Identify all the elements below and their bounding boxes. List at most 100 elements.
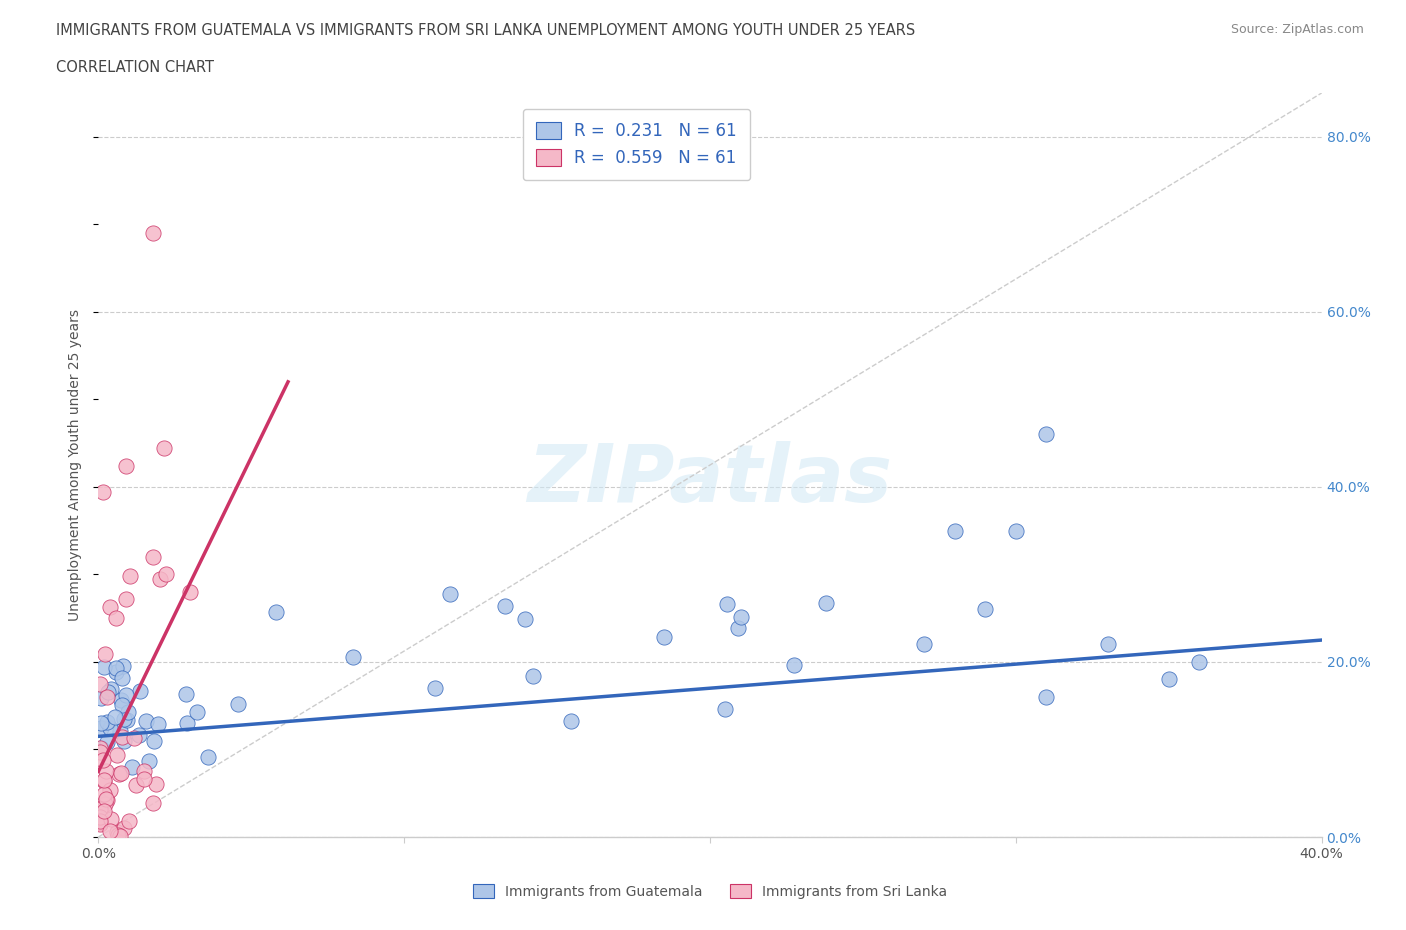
Point — [146, 716, 169, 731]
Point — [143, 734, 166, 749]
Point — [94, 791, 117, 806]
Point — [515, 612, 537, 627]
Point — [96, 735, 118, 750]
Point — [494, 599, 516, 614]
Point — [943, 524, 966, 538]
Point — [94, 796, 117, 811]
Point — [94, 646, 117, 661]
Point — [93, 659, 115, 674]
Point — [179, 584, 201, 599]
Point — [1004, 524, 1026, 538]
Point — [912, 637, 935, 652]
Point — [974, 602, 997, 617]
Point — [100, 682, 122, 697]
Point — [114, 591, 136, 606]
Point — [117, 704, 139, 719]
Point — [342, 649, 364, 664]
Point — [98, 721, 121, 736]
Point — [98, 824, 121, 839]
Point — [90, 716, 112, 731]
Legend: Immigrants from Guatemala, Immigrants from Sri Lanka: Immigrants from Guatemala, Immigrants fr… — [467, 879, 953, 905]
Point — [727, 620, 749, 635]
Point — [90, 740, 112, 755]
Point — [111, 671, 134, 685]
Point — [90, 721, 112, 736]
Point — [96, 764, 118, 778]
Point — [89, 802, 111, 817]
Point — [108, 766, 131, 781]
Point — [118, 814, 141, 829]
Point — [197, 750, 219, 764]
Point — [1188, 655, 1211, 670]
Point — [89, 814, 111, 829]
Point — [176, 686, 198, 701]
Point — [89, 741, 111, 756]
Point — [142, 550, 165, 565]
Text: Source: ZipAtlas.com: Source: ZipAtlas.com — [1230, 23, 1364, 36]
Point — [228, 697, 250, 711]
Point — [89, 817, 111, 831]
Point — [89, 745, 111, 760]
Point — [110, 765, 132, 780]
Point — [121, 760, 143, 775]
Point — [423, 681, 446, 696]
Text: CORRELATION CHART: CORRELATION CHART — [56, 60, 214, 75]
Point — [716, 596, 738, 611]
Point — [104, 660, 127, 675]
Point — [93, 774, 115, 789]
Point — [89, 816, 111, 830]
Point — [115, 458, 138, 473]
Point — [96, 690, 118, 705]
Point — [115, 712, 138, 727]
Point — [1157, 672, 1180, 687]
Point — [155, 567, 177, 582]
Y-axis label: Unemployment Among Youth under 25 years: Unemployment Among Youth under 25 years — [69, 309, 83, 621]
Point — [112, 658, 135, 673]
Point — [122, 730, 145, 745]
Point — [98, 599, 121, 614]
Point — [134, 772, 156, 787]
Point — [142, 796, 165, 811]
Point — [128, 727, 150, 742]
Point — [522, 669, 544, 684]
Point — [112, 821, 135, 836]
Point — [730, 610, 752, 625]
Point — [96, 792, 118, 807]
Point — [153, 441, 176, 456]
Point — [1097, 637, 1119, 652]
Point — [149, 571, 172, 586]
Point — [107, 827, 129, 842]
Point — [110, 829, 132, 844]
Point — [100, 812, 122, 827]
Point — [134, 764, 156, 778]
Point — [176, 715, 198, 730]
Point — [714, 701, 737, 716]
Point — [91, 753, 114, 768]
Point — [104, 710, 127, 724]
Point — [112, 711, 135, 726]
Point — [560, 713, 582, 728]
Point — [104, 611, 127, 626]
Point — [114, 688, 136, 703]
Point — [145, 777, 167, 791]
Point — [89, 810, 111, 825]
Point — [1035, 689, 1057, 704]
Point — [96, 715, 118, 730]
Point — [110, 698, 132, 712]
Point — [97, 685, 120, 700]
Point — [93, 787, 115, 802]
Point — [142, 226, 165, 241]
Point — [112, 734, 135, 749]
Text: IMMIGRANTS FROM GUATEMALA VS IMMIGRANTS FROM SRI LANKA UNEMPLOYMENT AMONG YOUTH : IMMIGRANTS FROM GUATEMALA VS IMMIGRANTS … — [56, 23, 915, 38]
Point — [783, 658, 806, 672]
Point — [93, 804, 115, 818]
Point — [138, 754, 160, 769]
Point — [111, 729, 134, 744]
Point — [100, 783, 122, 798]
Point — [93, 485, 115, 499]
Point — [105, 664, 128, 679]
Point — [110, 693, 132, 708]
Point — [93, 773, 115, 788]
Point — [105, 748, 128, 763]
Point — [120, 568, 142, 583]
